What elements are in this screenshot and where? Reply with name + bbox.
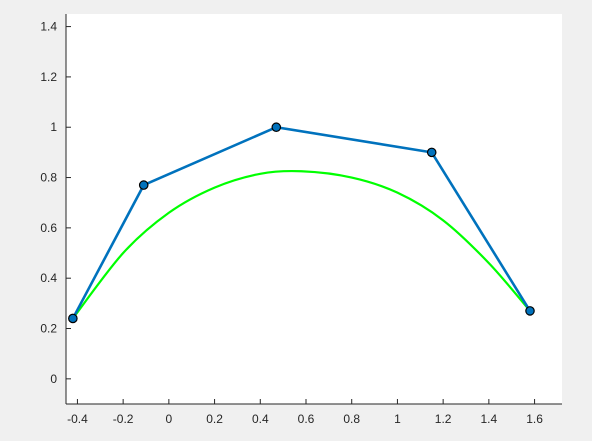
x-tick-label: 0.6 [298, 412, 315, 426]
control-point [68, 313, 78, 324]
axes: -0.4 -0.2 0 0.2 0.4 0.6 0.8 1 1.2 1.4 1.6 0 0.2 0.4 0.… [40, 14, 562, 426]
y-tick-label: 0.2 [40, 322, 57, 336]
x-tick-label: -0.2 [113, 412, 134, 426]
y-tick-label: 1.2 [40, 70, 57, 84]
x-tick-label: 0.8 [343, 412, 360, 426]
x-tick-label: 1.2 [435, 412, 452, 426]
y-tick-label: 0 [50, 372, 57, 386]
x-tick-label: 0.2 [206, 412, 223, 426]
y-tick-label: 0.6 [40, 221, 57, 235]
plot-area [66, 14, 562, 404]
y-tick-label: 0.4 [40, 271, 57, 285]
chart-marks [68, 122, 535, 324]
x-tick-label: 1.6 [526, 412, 543, 426]
x-tick-label: 1.4 [481, 412, 498, 426]
control-point [426, 147, 437, 158]
y-tick-label: 1 [50, 120, 57, 134]
x-tick-label: 1 [394, 412, 401, 426]
x-tick-label: -0.4 [67, 412, 88, 426]
x-tick-label: 0.4 [252, 412, 269, 426]
bezier-curve-line [71, 169, 531, 320]
y-tick-label: 1.4 [40, 20, 57, 34]
x-tick-label: 0 [166, 412, 173, 426]
control-point [271, 122, 282, 133]
control-point [525, 306, 535, 316]
control-point [138, 180, 149, 190]
y-tick-label: 0.8 [40, 171, 57, 185]
